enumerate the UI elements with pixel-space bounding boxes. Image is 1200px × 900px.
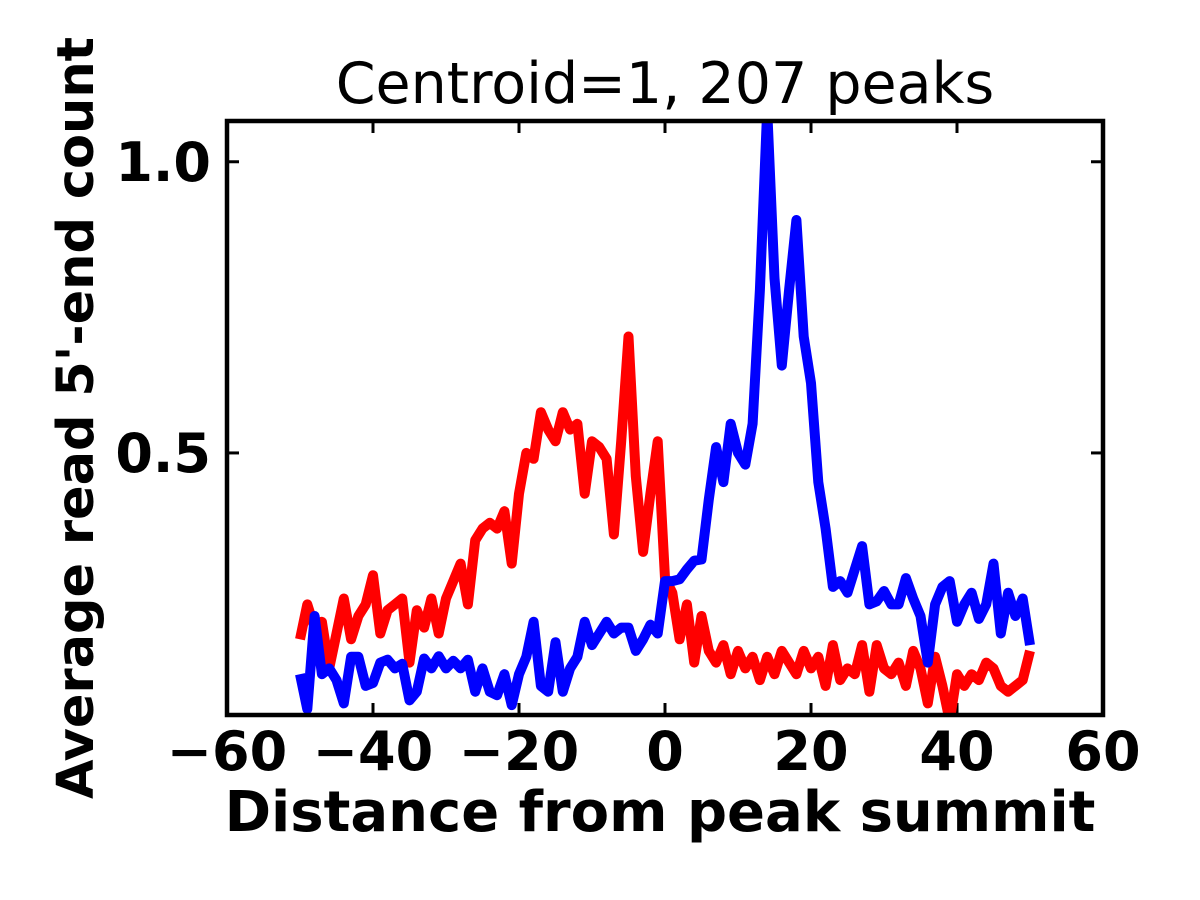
- x-tick-label: −20: [459, 720, 579, 783]
- blue-line: [295, 121, 1035, 715]
- x-axis-label: Distance from peak summit: [225, 780, 1096, 845]
- plot-area: −60 −40 −20 0 20 40 60 0.5 1.0: [115, 121, 1141, 783]
- x-tick-label: 60: [1065, 720, 1140, 783]
- x-tick-label: 40: [919, 720, 994, 783]
- x-tick-label: 20: [773, 720, 848, 783]
- y-axis-label: Average read 5'-end count: [47, 37, 106, 799]
- x-tick-label: −60: [167, 720, 287, 783]
- x-tick-label: 0: [646, 720, 684, 783]
- chart-title: Centroid=1, 207 peaks: [336, 51, 994, 117]
- y-tick-label: 1.0: [115, 131, 211, 194]
- axes-border: [224, 118, 1106, 718]
- y-tick-label: 0.5: [115, 422, 211, 485]
- x-tick-label: −40: [313, 720, 433, 783]
